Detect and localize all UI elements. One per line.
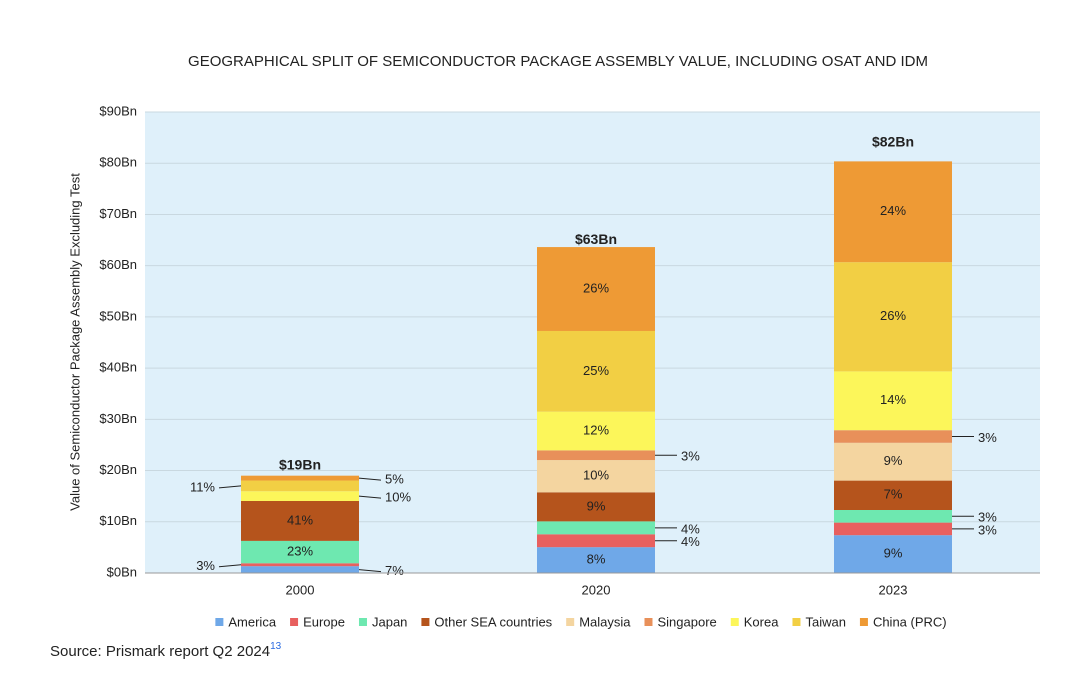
bar-segment: [834, 509, 952, 523]
y-tick-label: $20Bn: [99, 462, 137, 477]
value-label: 8%: [587, 552, 606, 567]
value-label: 4%: [681, 534, 700, 549]
value-label: 3%: [196, 558, 215, 573]
source-ref: 13: [270, 641, 282, 652]
bar-segment: [241, 566, 359, 573]
y-tick-label: $60Bn: [99, 257, 137, 272]
legend-label: America: [228, 614, 276, 629]
source-text: Source: Prismark report Q2 2024: [50, 643, 270, 660]
bar-segment: [834, 442, 952, 481]
bar-segment: [241, 475, 359, 481]
value-label: 10%: [583, 468, 609, 483]
value-label: 14%: [880, 392, 906, 407]
legend-label: Singapore: [657, 614, 716, 629]
value-label: 23%: [287, 544, 313, 559]
value-label: 3%: [681, 449, 700, 464]
source: Source: Prismark report Q2 202413: [50, 641, 282, 660]
value-label: 9%: [587, 498, 606, 513]
legend-label: Malaysia: [579, 614, 631, 629]
legend-swatch: [421, 618, 430, 626]
bar-segment: [537, 247, 655, 331]
x-tick-label: 2023: [879, 582, 908, 597]
value-label: 7%: [385, 563, 404, 578]
y-tick-label: $40Bn: [99, 360, 137, 375]
value-label: 7%: [884, 487, 903, 502]
bar-segment: [834, 522, 952, 536]
value-label: 26%: [583, 280, 609, 295]
bar-segment: [834, 371, 952, 431]
value-label: 9%: [884, 453, 903, 468]
legend: America Europe Japan Other SEA countries Mal…: [215, 614, 947, 629]
value-label: 3%: [978, 522, 997, 537]
value-label: 12%: [583, 422, 609, 437]
bar-segment: [834, 480, 952, 510]
y-tick-label: $90Bn: [99, 103, 137, 118]
bar-segment: [834, 535, 952, 573]
callout-line: [358, 477, 382, 481]
y-tick-label: $50Bn: [99, 308, 137, 323]
value-label: 24%: [880, 203, 906, 218]
value-label: 10%: [385, 490, 411, 505]
legend-label: Europe: [303, 614, 345, 629]
legend-swatch: [644, 618, 653, 626]
value-label: 4%: [681, 521, 700, 536]
x-tick-label: 2000: [286, 582, 315, 597]
y-axis-label: Value of Semiconductor Package Assembly …: [67, 173, 82, 511]
total-label: $82Bn: [872, 134, 914, 150]
bar-segment: [834, 430, 952, 443]
legend-label: Other SEA countries: [434, 614, 552, 629]
callout-line: [358, 569, 382, 573]
value-label: 5%: [385, 472, 404, 487]
total-label: $63Bn: [575, 231, 617, 247]
legend-swatch: [215, 618, 224, 626]
value-label: 11%: [190, 479, 215, 494]
chart-title: GEOGRAPHICAL SPLIT OF SEMICONDUCTOR PACK…: [188, 53, 928, 70]
value-label: 26%: [880, 308, 906, 323]
y-tick-label: $10Bn: [99, 513, 137, 528]
y-tick-label: $30Bn: [99, 411, 137, 426]
legend-swatch: [566, 618, 575, 626]
x-tick-label: 2020: [582, 582, 611, 597]
legend-swatch: [792, 618, 801, 626]
legend-label: Korea: [744, 614, 779, 629]
bar-segment: [537, 450, 655, 461]
bar-segment: [241, 540, 359, 564]
callout-line: [358, 495, 382, 499]
bar-segment: [537, 460, 655, 493]
legend-swatch: [859, 618, 868, 626]
bar-segment: [537, 411, 655, 451]
legend-swatch: [730, 618, 739, 626]
total-label: $19Bn: [279, 456, 321, 472]
callout-line: [218, 564, 242, 568]
y-tick-label: $0Bn: [107, 564, 137, 579]
bar-segment: [537, 521, 655, 535]
bar-segment: [834, 161, 952, 263]
legend-label: China (PRC): [873, 614, 947, 629]
bar-segment: [241, 563, 359, 567]
bar-segment: [537, 492, 655, 522]
y-tick-label: $80Bn: [99, 155, 137, 170]
value-label: 41%: [287, 512, 313, 527]
y-tick-label: $70Bn: [99, 206, 137, 221]
bar-segment: [241, 500, 359, 541]
legend-label: Japan: [372, 614, 407, 629]
value-label: 9%: [884, 546, 903, 561]
bar-segment: [537, 547, 655, 573]
value-label: 3%: [978, 510, 997, 525]
legend-swatch: [358, 618, 367, 626]
bar-segment: [241, 491, 359, 501]
bar-segment: [537, 534, 655, 548]
bar-segment: [537, 330, 655, 412]
callout-line: [218, 485, 242, 489]
value-label: 25%: [583, 363, 609, 378]
value-label: 3%: [978, 430, 997, 445]
bar-segment: [241, 480, 359, 492]
bar-segment: [834, 262, 952, 372]
legend-swatch: [290, 618, 299, 626]
legend-label: Taiwan: [805, 614, 845, 629]
